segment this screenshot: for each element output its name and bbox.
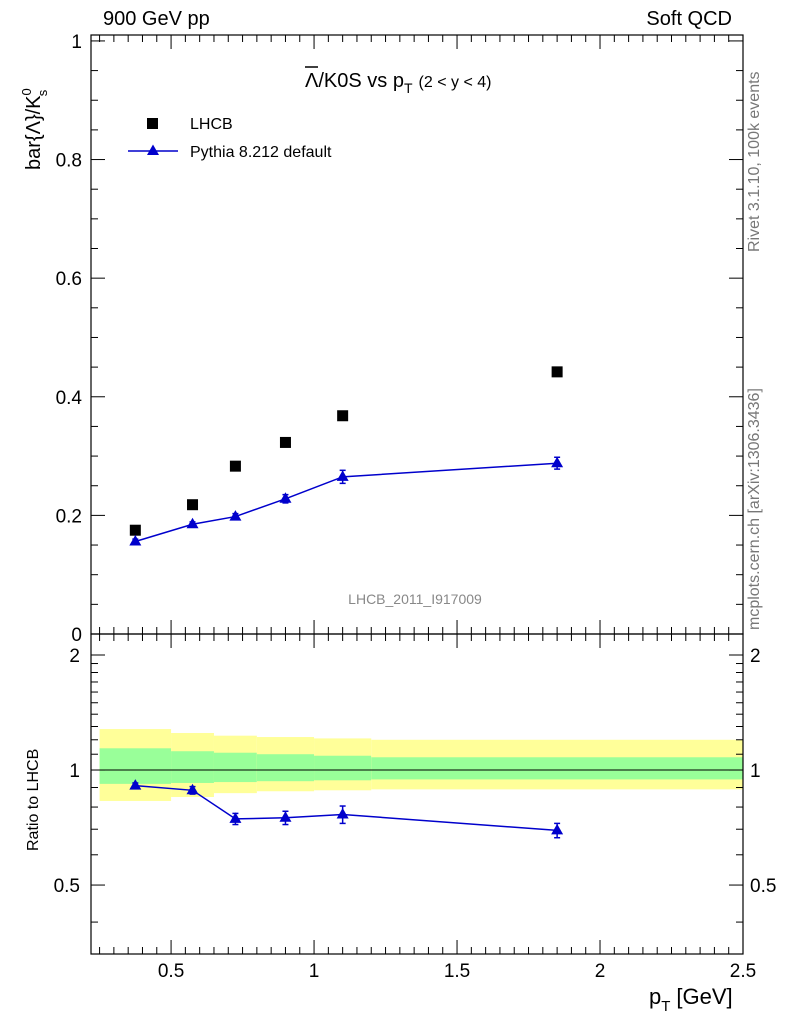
- lhcb-data-point: [551, 366, 563, 378]
- x-axis-label-unit: [GeV]: [676, 984, 732, 1009]
- pythia-data-point: [551, 456, 564, 468]
- pythia-data-point: [336, 470, 349, 481]
- legend: LHCB Pythia 8.212 default: [128, 116, 332, 161]
- x-axis-label-subscript: T: [661, 998, 670, 1015]
- energy-label: 900 GeV pp: [103, 8, 210, 30]
- analysis-label: LHCB_2011_I917009: [348, 591, 482, 607]
- x-tick-label: 1.5: [444, 961, 470, 982]
- legend-label-pythia: Pythia 8.212 default: [190, 144, 332, 161]
- ratio-y-axis-label: Ratio to LHCB: [25, 749, 42, 851]
- lhcb-data-point: [187, 499, 199, 511]
- pythia-data-point: [186, 517, 199, 529]
- y-axis-label-main: bar{Λ}/K: [23, 95, 45, 170]
- chart-title: Λ/K0S vs pT (2 < y < 4): [305, 70, 491, 96]
- x-tick-label: 2: [595, 961, 606, 982]
- y-axis-label-superscript: 0: [19, 88, 34, 95]
- inner-band-bin: [314, 755, 372, 781]
- ratio-data-point: [279, 811, 292, 822]
- ratio-y-tick-label-right: 2: [750, 646, 761, 667]
- ratio-data-point: [129, 779, 142, 790]
- pythia-line: [135, 462, 558, 543]
- chart-title-subscript: T: [404, 80, 413, 96]
- ratio-panel-series: [129, 779, 564, 839]
- ratio-y-tick-label-left: 1: [69, 761, 80, 782]
- legend-marker-lhcb: [147, 118, 158, 129]
- x-tick-label: 0.5: [158, 961, 184, 982]
- x-axis-label-main: p: [649, 984, 661, 1009]
- inner-band-bin: [371, 757, 743, 780]
- tick-labels: 0.5 1 1.5 2 2.5 0 0.2 0.4 0.6 0.8 1 0.5 0.5 1 1 2 2: [54, 32, 777, 982]
- y-tick-label: 0.4: [56, 388, 83, 409]
- ratio-y-tick-label-right: 0.5: [750, 876, 776, 897]
- pythia-data-point: [279, 492, 292, 503]
- main-panel-series: [129, 366, 564, 546]
- y-tick-label: 0.2: [56, 506, 82, 527]
- process-label: Soft QCD: [646, 8, 732, 30]
- legend-marker-pythia: [147, 144, 159, 155]
- ratio-data-point: [229, 812, 242, 823]
- pythia-data-point: [129, 534, 142, 546]
- y-tick-label: 0.8: [56, 151, 82, 172]
- lhcb-data-point: [129, 524, 141, 536]
- x-tick-label: 2.5: [730, 961, 756, 982]
- y-tick-label: 1: [71, 32, 82, 53]
- pythia-data-point: [229, 510, 242, 521]
- x-tick-label: 1: [309, 961, 320, 982]
- lhcb-data-point: [279, 436, 291, 448]
- ratio-panel-frame: [90, 633, 744, 955]
- y-axis-label: bar{Λ}/K0s: [19, 88, 50, 170]
- inner-band-bin: [171, 751, 214, 783]
- y-tick-label: 0.6: [56, 269, 82, 290]
- x-axis-label: pT [GeV]: [649, 984, 733, 1015]
- ratio-y-tick-label-left: 0.5: [54, 876, 80, 897]
- inner-band-bin: [213, 752, 257, 783]
- y-axis-label-subscript: s: [35, 89, 50, 96]
- ratio-line: [135, 784, 558, 832]
- ratio-y-tick-label-left: 2: [69, 646, 80, 667]
- axis-ticks: [91, 35, 744, 954]
- legend-label-lhcb: LHCB: [190, 116, 233, 133]
- inner-band-bin: [99, 748, 172, 784]
- ratio-data-point: [186, 783, 199, 795]
- chart-title-main: Λ/K0S vs p: [305, 70, 404, 92]
- y-tick-label: 0: [71, 625, 82, 646]
- main-panel-frame: [90, 34, 744, 635]
- ratio-data-point: [551, 823, 564, 835]
- ratio-y-tick-label-right: 1: [750, 761, 761, 782]
- lhcb-data-point: [337, 410, 349, 422]
- inner-band-bin: [256, 754, 315, 782]
- chart-title-range: (2 < y < 4): [419, 74, 492, 91]
- ratio-data-point: [336, 807, 349, 819]
- lhcb-data-point: [229, 460, 241, 472]
- panel-frames: [90, 34, 744, 955]
